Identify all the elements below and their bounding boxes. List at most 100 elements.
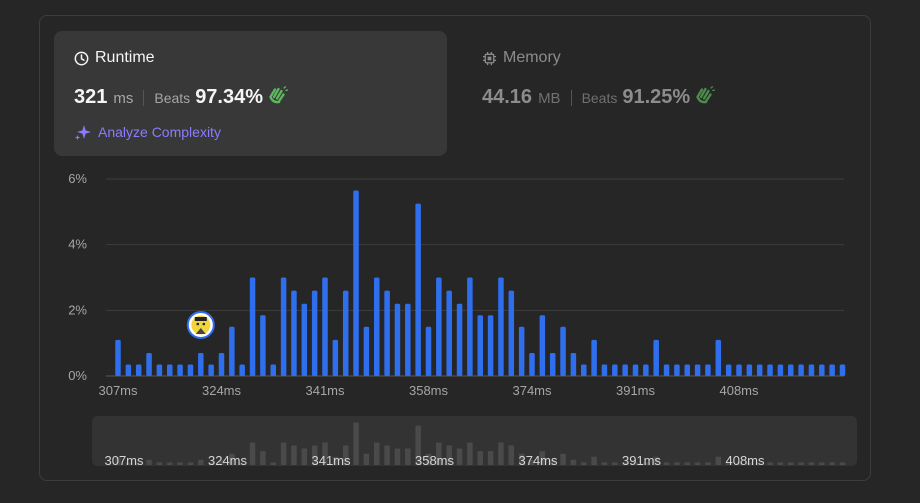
chart-bar[interactable] bbox=[529, 353, 535, 376]
chart-bar[interactable] bbox=[788, 364, 794, 376]
chart-bar[interactable] bbox=[332, 339, 339, 376]
x-tick-label: 358ms bbox=[409, 383, 449, 398]
chart-bar[interactable] bbox=[467, 277, 473, 377]
chart-bar[interactable] bbox=[280, 277, 287, 377]
x-tick-label: 391ms bbox=[616, 383, 656, 398]
range-bar bbox=[332, 456, 339, 465]
chart-bar[interactable] bbox=[715, 339, 722, 376]
chart-bar[interactable] bbox=[363, 326, 370, 376]
chart-bar[interactable] bbox=[446, 290, 452, 376]
chart-bar[interactable] bbox=[311, 290, 318, 376]
range-bar bbox=[839, 462, 846, 465]
chart-bar[interactable] bbox=[674, 364, 680, 376]
clapping-hands-icon bbox=[695, 86, 716, 109]
chart-bar[interactable] bbox=[374, 277, 380, 377]
chart-bars[interactable] bbox=[115, 190, 846, 377]
chart-bar[interactable] bbox=[798, 364, 804, 376]
chart-bar[interactable] bbox=[384, 290, 390, 376]
analyze-complexity-link[interactable]: Analyze Complexity bbox=[74, 123, 221, 141]
range-bar bbox=[622, 462, 628, 465]
chart-bar[interactable] bbox=[767, 364, 773, 376]
chart-bar[interactable] bbox=[477, 315, 484, 376]
range-bar bbox=[767, 462, 773, 465]
chart-bar[interactable] bbox=[643, 364, 649, 376]
chart-bar[interactable] bbox=[591, 339, 597, 376]
chart-bar[interactable] bbox=[653, 339, 659, 376]
range-bar bbox=[529, 459, 535, 465]
memory-header: Memory bbox=[482, 49, 561, 67]
range-tick-label: 391ms bbox=[622, 453, 662, 468]
y-tick-label: 2% bbox=[68, 302, 87, 317]
chart-bar[interactable] bbox=[632, 364, 639, 376]
range-tick-label: 324ms bbox=[208, 453, 248, 468]
clapping-hands-icon bbox=[268, 86, 289, 109]
chart-bar[interactable] bbox=[560, 326, 566, 376]
chart-bar[interactable] bbox=[167, 364, 173, 376]
chart-bar[interactable] bbox=[705, 364, 711, 376]
chart-bar[interactable] bbox=[725, 364, 732, 376]
range-bar bbox=[218, 459, 225, 465]
chart-bar[interactable] bbox=[581, 364, 587, 376]
chart-bar[interactable] bbox=[436, 277, 442, 377]
chart-bar[interactable] bbox=[208, 364, 214, 376]
chart-bar[interactable] bbox=[125, 364, 132, 376]
chart-bar[interactable] bbox=[694, 364, 701, 376]
chart-bar[interactable] bbox=[487, 315, 494, 376]
runtime-header: Runtime bbox=[74, 49, 155, 67]
chart-bar[interactable] bbox=[829, 364, 835, 376]
memory-card[interactable]: Memory 44.16 MB Beats 91.25% bbox=[482, 31, 862, 156]
chart-bar[interactable] bbox=[622, 364, 628, 376]
runtime-card[interactable]: Runtime 321 ms Beats 97.34% Analyze Comp… bbox=[54, 31, 447, 156]
chart-bar[interactable] bbox=[425, 326, 432, 376]
range-bar bbox=[415, 425, 421, 465]
chart-bar[interactable] bbox=[415, 203, 421, 376]
chart-bar[interactable] bbox=[549, 353, 556, 376]
chart-bar[interactable] bbox=[135, 364, 142, 376]
chart-bar[interactable] bbox=[156, 364, 163, 376]
chart-bar[interactable] bbox=[498, 277, 504, 377]
memory-unit: MB bbox=[538, 90, 561, 107]
chart-bar[interactable] bbox=[405, 303, 411, 376]
chart-bar[interactable] bbox=[198, 353, 204, 376]
chart-bar[interactable] bbox=[508, 290, 515, 376]
chart-bar[interactable] bbox=[177, 364, 183, 376]
chart-bar[interactable] bbox=[777, 364, 784, 376]
runtime-title: Runtime bbox=[95, 49, 155, 66]
chart-bar[interactable] bbox=[394, 303, 401, 376]
chart-bar[interactable] bbox=[249, 277, 256, 377]
chart-bar[interactable] bbox=[819, 364, 825, 376]
y-tick-label: 6% bbox=[68, 171, 87, 186]
chart-bar[interactable] bbox=[146, 353, 152, 376]
chart-bar[interactable] bbox=[570, 353, 577, 376]
chart-bar[interactable] bbox=[601, 364, 608, 376]
chart-bar[interactable] bbox=[260, 315, 266, 376]
chart-bar[interactable] bbox=[239, 364, 245, 376]
chart-bar[interactable] bbox=[612, 364, 618, 376]
chart-bar[interactable] bbox=[301, 303, 308, 376]
chart-bar[interactable] bbox=[353, 190, 359, 376]
chart-bar[interactable] bbox=[518, 326, 525, 376]
range-tick-label: 374ms bbox=[518, 453, 558, 468]
chart-bar[interactable] bbox=[291, 290, 297, 376]
chart-bar[interactable] bbox=[456, 303, 463, 376]
chart-bar[interactable] bbox=[342, 290, 349, 376]
chart-bar[interactable] bbox=[808, 364, 815, 376]
chart-bar[interactable] bbox=[218, 353, 225, 376]
range-bar bbox=[135, 462, 142, 465]
chart-bar[interactable] bbox=[684, 364, 691, 376]
range-bar bbox=[819, 462, 825, 465]
chart-bar[interactable] bbox=[756, 364, 763, 376]
chart-bar[interactable] bbox=[736, 364, 742, 376]
chart-bar[interactable] bbox=[663, 364, 670, 376]
chart-bar[interactable] bbox=[115, 339, 121, 376]
chart-bar[interactable] bbox=[187, 364, 194, 376]
chart-bar[interactable] bbox=[539, 315, 546, 376]
range-bar bbox=[146, 459, 152, 465]
chart-bar[interactable] bbox=[322, 277, 328, 377]
chart-bar[interactable] bbox=[270, 364, 277, 376]
chart-bar[interactable] bbox=[746, 364, 753, 376]
sparkle-icon bbox=[74, 123, 92, 141]
chart-bar[interactable] bbox=[229, 326, 235, 376]
chart-bar[interactable] bbox=[839, 364, 846, 376]
